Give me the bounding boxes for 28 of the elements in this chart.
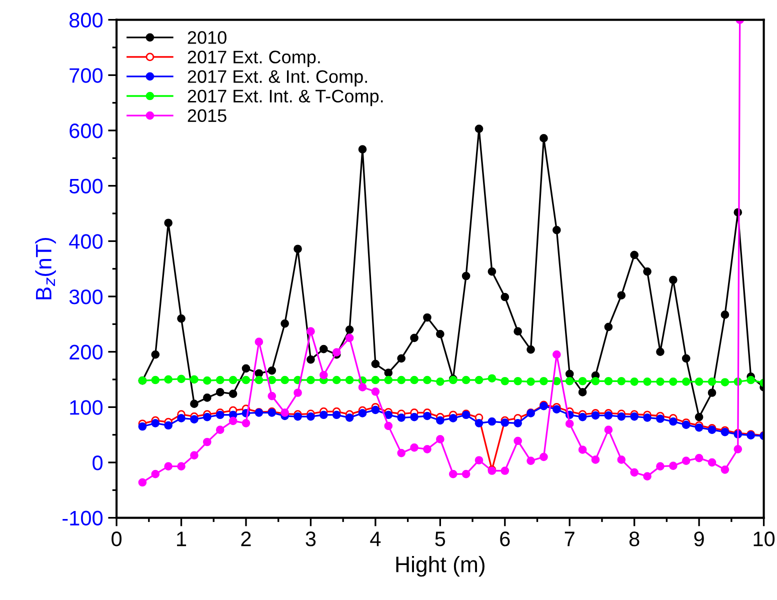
y-tick-label: 400 [69,234,103,249]
x-tick-label: 7 [564,532,574,546]
legend-label: 2015 [188,109,226,122]
x-tick-label: 2 [241,532,251,546]
x-axis-title: Hight (m) [396,556,484,577]
legend-label: 2010 [188,31,226,44]
x-tick-label: 9 [694,532,704,546]
legend-label: 2017 Ext. & Int. Comp. [188,70,367,87]
legend-label: 2017 Ext. Comp. [188,50,320,68]
y-tick-label: 100 [70,400,103,415]
x-tick-label: 3 [306,532,316,546]
x-tick-label: 5 [435,532,446,546]
y-tick-label: -100 [62,510,103,526]
y-tick-label: 600 [70,123,103,138]
y-axis-title: B$_{z}$(nT) [35,238,56,300]
y-tick-label: 700 [70,68,103,83]
x-tick-label: 10 [754,532,775,546]
y-tick-label: 200 [70,344,103,360]
x-tick-label: 1 [177,532,186,546]
y-tick-label: 800 [70,12,103,28]
x-tick-label: 0 [112,532,122,546]
x-tick-label: 4 [370,532,381,546]
legend-label: 2017 Ext. Int. & T-Comp. [188,90,383,106]
y-tick-label: 300 [69,289,103,304]
y-tick-label: 0 [92,455,103,470]
x-tick-label: 6 [500,532,510,546]
y-tick-label: 500 [69,178,103,194]
x-tick-label: 8 [629,532,640,546]
